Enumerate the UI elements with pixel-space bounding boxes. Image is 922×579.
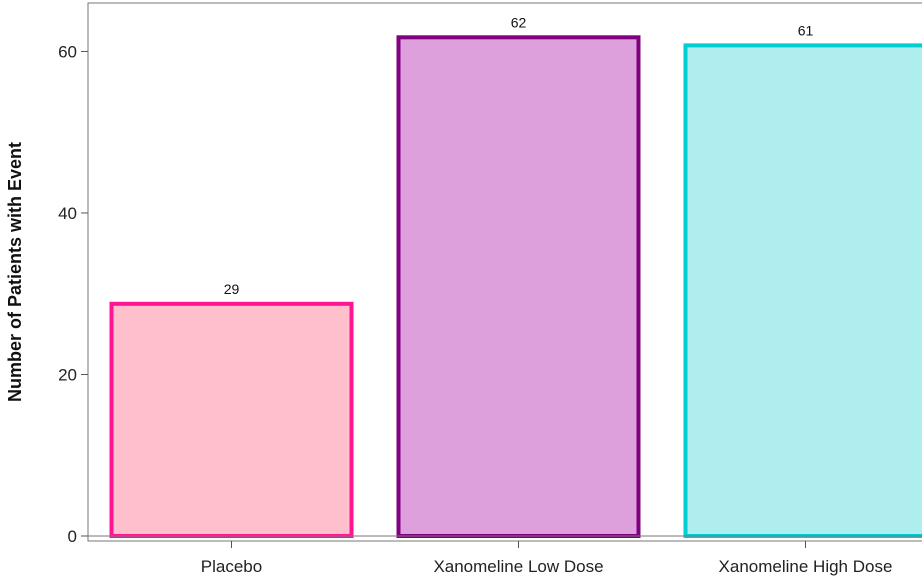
- y-axis: 0 20 40 60: [58, 42, 922, 546]
- plot-frame: [87, 2, 922, 542]
- x-tick-label: Xanomeline High Dose: [719, 557, 893, 576]
- bar-xanomeline-high-dose: [683, 43, 922, 539]
- data-label: 61: [798, 22, 814, 38]
- x-tick-label: Xanomeline Low Dose: [433, 557, 603, 576]
- x-axis: Placebo Xanomeline Low Dose Xanomeline Hig…: [201, 541, 893, 576]
- data-label: 62: [511, 14, 527, 30]
- y-tick-label: 20: [58, 365, 77, 384]
- bar-placebo: [109, 301, 354, 539]
- y-axis-label: Number of Patients with Event: [5, 142, 25, 402]
- y-tick-label: 40: [58, 204, 77, 223]
- x-tick-label: Placebo: [201, 557, 262, 576]
- data-label: 29: [224, 281, 240, 297]
- y-tick-label: 0: [68, 527, 77, 546]
- y-tick-label: 60: [58, 42, 77, 61]
- bars-group: 29 62 61: [109, 14, 922, 539]
- bar-xanomeline-low-dose: [396, 35, 641, 538]
